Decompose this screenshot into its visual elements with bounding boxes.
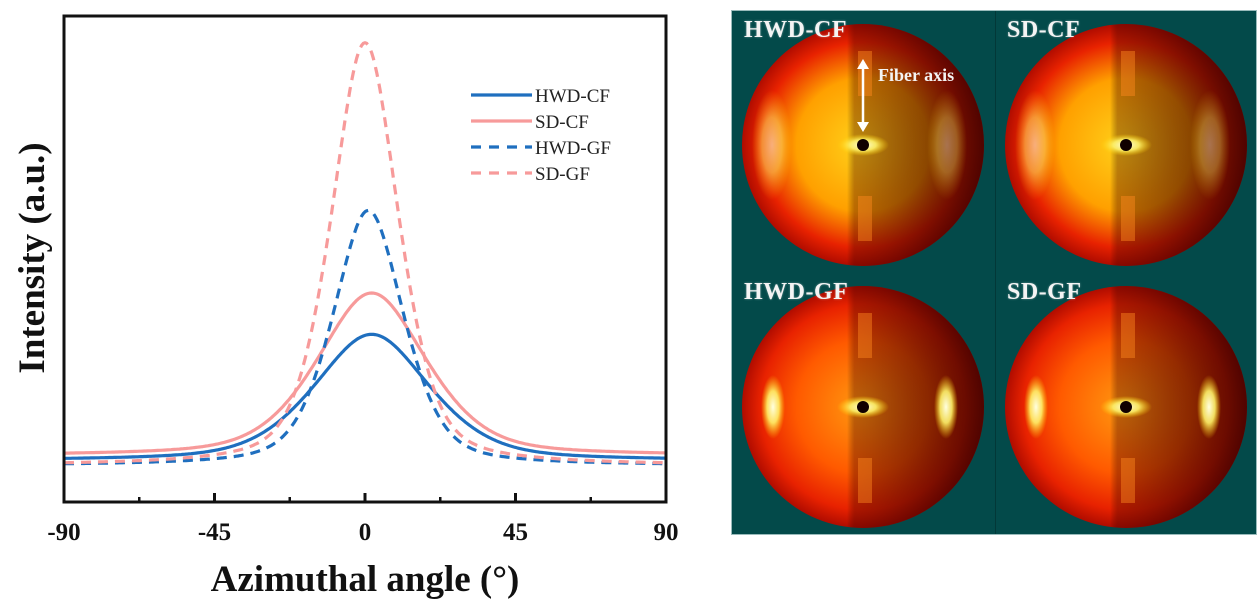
xrd-pattern-hwd-gf: HWD-GF xyxy=(732,273,994,535)
meridional-streak xyxy=(858,458,872,503)
series-line-hwd-cf xyxy=(63,332,667,460)
legend-label: HWD-CF xyxy=(535,86,610,107)
double-arrow-icon xyxy=(857,59,869,132)
y-axis-title: Intensity (a.u.) xyxy=(12,142,53,373)
legend-label: SD-CF xyxy=(535,112,589,133)
x-tick-label: 45 xyxy=(503,519,528,546)
xrd-pattern-sd-gf: SD-GF xyxy=(995,273,1257,535)
equatorial-reflection xyxy=(761,375,785,439)
diffraction-image xyxy=(1005,24,1247,266)
xrd-patterns-panel: HWD-CF Fiber axis xyxy=(731,10,1257,535)
x-tick-label: -45 xyxy=(198,519,231,546)
azimuthal-intensity-chart: -90 -45 0 45 90 Azimuthal angle (°) Intensit… xyxy=(12,14,679,600)
beam-stop xyxy=(1120,401,1132,413)
x-axis-title: Azimuthal angle (°) xyxy=(211,559,520,600)
pattern-label: HWD-CF xyxy=(744,17,847,43)
equatorial-reflection xyxy=(1024,375,1048,439)
pattern-label: SD-GF xyxy=(1007,279,1082,305)
pattern-label: SD-CF xyxy=(1007,17,1081,43)
x-tick-label: -90 xyxy=(47,519,80,546)
series-line-hwd-gf xyxy=(64,208,666,466)
xrd-pattern-hwd-cf: HWD-CF Fiber axis xyxy=(732,11,994,273)
meridional-streak xyxy=(858,196,872,241)
equatorial-reflection xyxy=(1197,375,1221,439)
x-axis-ticks xyxy=(62,493,668,502)
diffraction-image xyxy=(742,24,984,266)
panel-divider xyxy=(995,11,996,534)
meridional-streak xyxy=(1121,313,1135,358)
diffraction-image xyxy=(1005,286,1247,528)
equatorial-reflection xyxy=(934,375,958,439)
meridional-streak xyxy=(858,51,872,96)
xrd-pattern-sd-cf: SD-CF xyxy=(995,11,1257,273)
legend-label: SD-GF xyxy=(535,164,590,185)
equatorial-arc xyxy=(927,90,967,200)
x-tick-label: 90 xyxy=(654,519,679,546)
beam-stop xyxy=(857,401,869,413)
series-line-sd-gf xyxy=(64,41,666,465)
diffraction-image xyxy=(742,286,984,528)
beam-stop xyxy=(1120,139,1132,151)
x-axis-tick-labels: -90 -45 0 45 90 xyxy=(47,519,678,546)
meridional-streak xyxy=(1121,458,1135,503)
meridional-streak xyxy=(1121,51,1135,96)
meridional-streak xyxy=(858,313,872,358)
legend-label: HWD-GF xyxy=(535,138,611,159)
fiber-axis-label: Fiber axis xyxy=(878,65,955,85)
equatorial-arc xyxy=(1015,90,1055,200)
series-line-sd-cf xyxy=(63,291,666,455)
equatorial-arc xyxy=(1190,90,1230,200)
equatorial-arc xyxy=(752,90,792,200)
plot-series-group xyxy=(63,41,667,466)
pattern-label: HWD-GF xyxy=(744,279,849,305)
meridional-streak xyxy=(1121,196,1135,241)
x-tick-label: 0 xyxy=(359,519,372,546)
beam-stop xyxy=(857,139,869,151)
legend: HWD-CF SD-CF HWD-GF SD-GF xyxy=(471,86,611,185)
